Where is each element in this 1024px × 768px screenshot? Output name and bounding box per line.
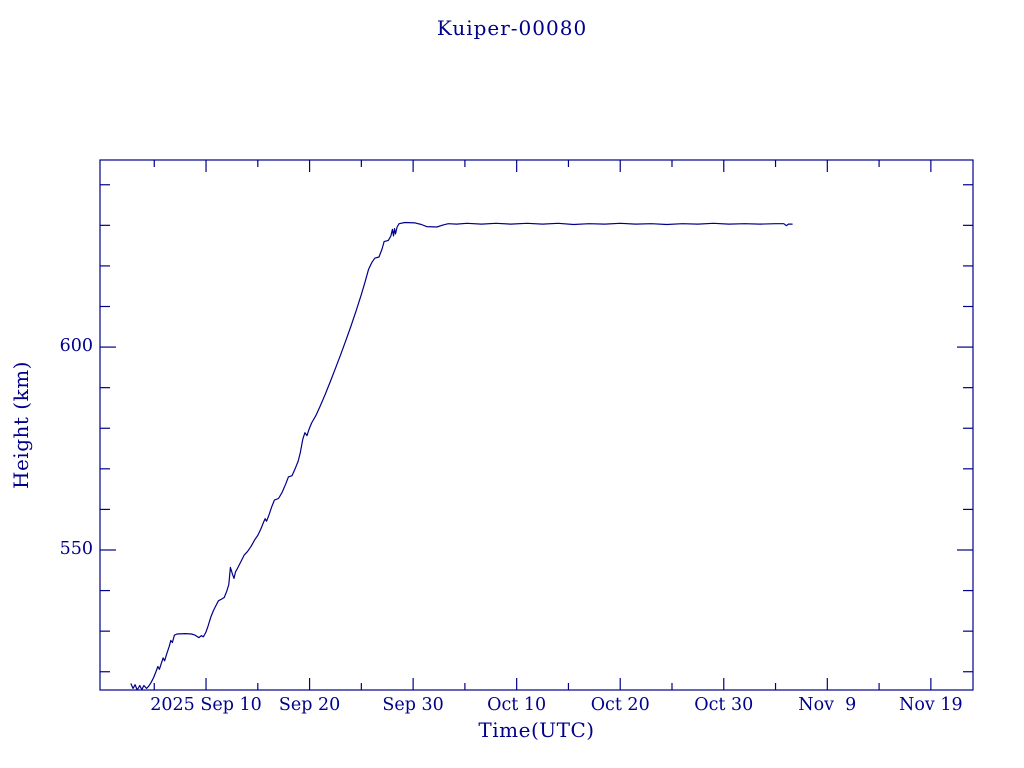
y-tick-label: 550 xyxy=(59,538,93,559)
x-tick-label: Oct 10 xyxy=(487,695,547,715)
x-tick-label: 2025 Sep 10 xyxy=(150,695,262,715)
plot-frame xyxy=(99,159,974,691)
y-axis-label: Height (km) xyxy=(9,361,33,489)
x-tick-label: Nov 9 xyxy=(798,695,857,715)
x-tick-label: Sep 30 xyxy=(382,695,444,715)
x-tick-label: Oct 30 xyxy=(694,695,754,715)
x-axis-label: Time(UTC) xyxy=(478,718,595,742)
axis-tick-marks xyxy=(100,160,973,690)
x-tick-label: Oct 20 xyxy=(590,695,650,715)
chart-title: Kuiper-00080 xyxy=(436,16,588,40)
height-series-line xyxy=(130,221,793,691)
x-tick-label: Nov 19 xyxy=(899,695,963,715)
x-tick-label: Sep 20 xyxy=(278,695,341,715)
y-tick-label: 600 xyxy=(59,336,93,357)
